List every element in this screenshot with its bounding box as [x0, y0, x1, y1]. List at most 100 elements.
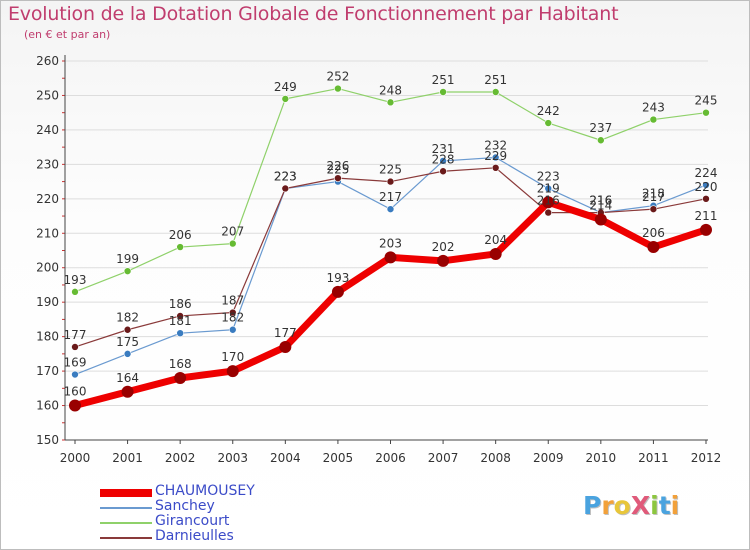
data-label-sanchey: 223 — [274, 169, 297, 183]
y-tick-label: 170 — [36, 364, 59, 378]
data-point-chaumousey — [700, 223, 712, 236]
data-label-sanchey: 218 — [642, 187, 665, 201]
logo-letter: r — [601, 491, 614, 520]
data-point-girancourt — [123, 267, 132, 275]
data-point-girancourt — [597, 136, 605, 145]
data-label-darnieulles: 187 — [221, 294, 244, 308]
data-point-darnieulles — [281, 184, 290, 193]
data-point-sanchey — [386, 205, 395, 213]
data-label-chaumousey: 214 — [589, 198, 612, 212]
y-tick-label: 180 — [36, 330, 59, 344]
y-tick-label: 190 — [36, 295, 59, 309]
logo-letter: o — [613, 491, 631, 520]
legend-label: CHAUMOUSEY — [155, 483, 255, 499]
data-label-darnieulles: 229 — [484, 149, 507, 163]
data-label-girancourt: 207 — [221, 225, 244, 239]
y-tick-label: 230 — [36, 157, 59, 171]
logo-letter: P — [583, 491, 602, 520]
x-tick-label: 2005 — [323, 451, 354, 465]
data-point-sanchey — [123, 350, 132, 358]
data-point-darnieulles — [702, 195, 710, 203]
data-label-darnieulles: 216 — [537, 194, 560, 208]
data-label-girancourt: 251 — [484, 73, 507, 87]
x-tick-label: 2004 — [270, 451, 301, 465]
data-point-sanchey — [176, 329, 184, 337]
data-point-chaumousey — [542, 196, 555, 209]
logo-letter: X — [630, 491, 651, 520]
logo-letter: i — [670, 491, 680, 520]
y-tick-label: 240 — [36, 123, 59, 137]
data-label-chaumousey: 164 — [116, 371, 139, 385]
y-tick-label: 220 — [36, 192, 59, 206]
data-point-darnieulles — [544, 208, 553, 217]
data-point-darnieulles — [491, 164, 500, 172]
data-label-chaumousey: 160 — [64, 385, 87, 399]
data-point-sanchey — [71, 370, 79, 379]
data-label-chaumousey: 219 — [537, 181, 560, 195]
data-point-sanchey — [439, 157, 447, 165]
chart-subtitle: (en € et par an) — [24, 28, 111, 41]
data-point-girancourt — [71, 288, 79, 296]
data-point-darnieulles — [71, 343, 79, 351]
data-point-girancourt — [176, 243, 184, 251]
data-point-sanchey — [491, 153, 500, 162]
data-label-darnieulles: 228 — [432, 152, 455, 166]
data-label-girancourt: 199 — [116, 252, 139, 266]
data-label-darnieulles: 177 — [64, 328, 87, 342]
data-label-darnieulles: 186 — [169, 297, 192, 311]
y-tick-label: 200 — [36, 261, 59, 275]
data-label-chaumousey: 202 — [432, 240, 455, 254]
data-point-chaumousey — [69, 399, 81, 412]
data-point-girancourt — [439, 88, 447, 96]
data-label-sanchey: 216 — [589, 194, 612, 208]
data-point-chaumousey — [437, 254, 450, 267]
data-point-darnieulles — [439, 167, 447, 176]
legend-swatch — [100, 537, 152, 539]
data-point-darnieulles — [386, 177, 395, 186]
data-label-girancourt: 248 — [379, 83, 402, 97]
data-label-chaumousey: 203 — [379, 236, 402, 250]
data-label-sanchey: 223 — [537, 169, 560, 183]
x-tick-label: 2012 — [691, 451, 722, 465]
x-tick-label: 2000 — [60, 451, 91, 465]
x-tick-label: 2006 — [375, 451, 406, 465]
data-label-sanchey: 175 — [116, 335, 139, 349]
data-point-sanchey — [702, 181, 710, 189]
x-tick-label: 2009 — [533, 451, 564, 465]
data-label-sanchey: 225 — [326, 163, 349, 177]
data-point-chaumousey — [331, 285, 344, 298]
y-tick-label: 150 — [36, 433, 59, 447]
x-tick-label: 2003 — [217, 451, 248, 465]
data-point-chaumousey — [174, 371, 187, 384]
proxiti-logo: ProXiti — [583, 491, 679, 520]
logo-letter: i — [650, 491, 659, 520]
legend-label: Girancourt — [155, 513, 230, 529]
data-label-darnieulles: 217 — [642, 190, 665, 204]
legend-label: Sanchey — [155, 498, 215, 514]
data-point-sanchey — [544, 184, 553, 193]
data-point-darnieulles — [123, 325, 132, 334]
data-label-chaumousey: 211 — [695, 209, 718, 223]
x-tick-label: 2008 — [480, 451, 511, 465]
data-label-darnieulles: 226 — [326, 159, 349, 173]
data-point-chaumousey — [647, 241, 660, 254]
data-point-sanchey — [228, 325, 237, 334]
data-label-girancourt: 206 — [169, 228, 192, 242]
data-label-chaumousey: 204 — [484, 233, 507, 247]
data-point-girancourt — [386, 98, 395, 107]
data-label-chaumousey: 193 — [326, 271, 349, 285]
data-label-sanchey: 169 — [64, 356, 87, 370]
data-label-sanchey: 231 — [432, 142, 455, 156]
x-tick-label: 2011 — [638, 451, 669, 465]
x-tick-label: 2010 — [586, 451, 617, 465]
data-label-sanchey: 181 — [169, 314, 192, 328]
data-label-darnieulles: 182 — [116, 311, 139, 325]
y-tick-label: 210 — [36, 226, 59, 240]
data-point-chaumousey — [226, 365, 239, 378]
legend-swatch — [100, 489, 152, 497]
data-point-darnieulles — [176, 312, 184, 320]
data-point-darnieulles — [649, 205, 658, 213]
data-label-sanchey: 232 — [484, 138, 507, 152]
